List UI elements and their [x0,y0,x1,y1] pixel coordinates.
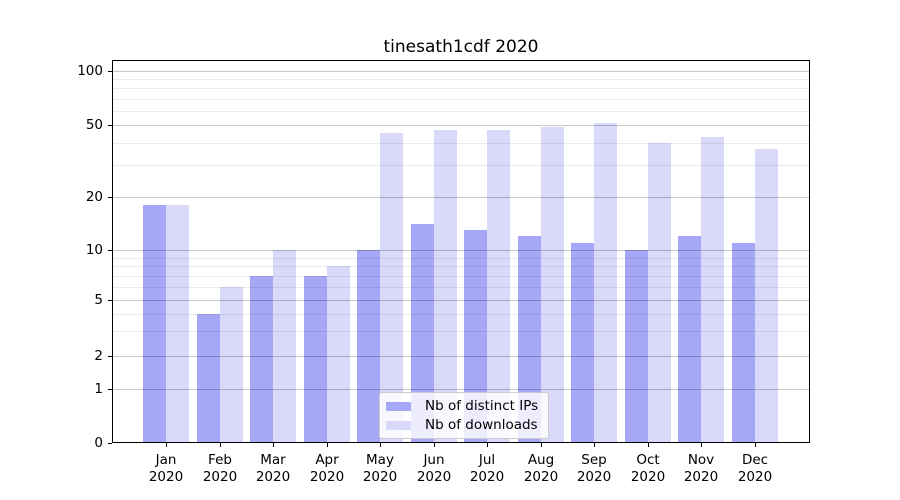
bar [731,243,755,442]
bar [143,205,166,442]
bar [166,205,189,442]
gridline [113,356,809,357]
legend: Nb of distinct IPs Nb of downloads [379,392,550,439]
gridline [113,111,809,112]
gridline [113,99,809,100]
x-tick-label: Nov 2020 [683,452,719,485]
bars-layer [113,61,809,442]
bar [517,236,541,442]
x-tick-label: Jan 2020 [148,452,184,485]
y-tick-mark [108,125,112,126]
x-tick-label: Oct 2020 [630,452,666,485]
bar [219,287,243,442]
x-tick-mark [434,443,435,447]
x-tick-label: Jun 2020 [416,452,452,485]
y-tick-mark [108,389,112,390]
x-tick-label: Dec 2020 [737,452,773,485]
x-tick-label: Mar 2020 [255,452,291,485]
gridline [113,71,809,72]
bar [273,250,296,442]
bar [303,276,327,442]
y-tick-mark [108,197,112,198]
gridline [113,276,809,277]
y-tick-label: 100 [77,63,103,79]
gridline [113,88,809,89]
legend-label-distinct-ips: Nb of distinct IPs [425,398,539,414]
bar [540,127,564,442]
y-tick-label: 1 [94,381,103,397]
plot-area [112,60,810,443]
bar [433,130,457,442]
x-tick-label: Jul 2020 [469,452,505,485]
x-tick-label: Apr 2020 [309,452,345,485]
grid-layer [113,61,809,442]
bar [571,243,594,442]
bar [380,133,403,442]
bar [594,123,617,442]
y-tick-mark [108,300,112,301]
gridline [113,287,809,288]
gridline [113,331,809,332]
bar [357,250,380,442]
x-tick-mark [701,443,702,447]
x-tick-label: May 2020 [362,452,398,485]
gridline [113,143,809,144]
bar [487,130,510,442]
bar [647,143,671,442]
bar [326,266,350,442]
gridline [113,79,809,80]
legend-swatch-downloads-icon [386,420,411,430]
x-tick-mark [487,443,488,447]
y-tick-label: 5 [94,292,103,308]
bar [410,224,434,442]
y-tick-mark [108,356,112,357]
x-tick-mark [220,443,221,447]
x-tick-mark [648,443,649,447]
gridline [113,125,809,126]
y-tick-label: 20 [85,189,103,205]
x-tick-mark [327,443,328,447]
gridline [113,165,809,166]
gridline [113,314,809,315]
bar [250,276,273,442]
gridline [113,197,809,198]
legend-item-distinct-ips: Nb of distinct IPs [386,398,538,414]
y-tick-mark [108,443,112,444]
bar [196,314,220,442]
bar [678,236,701,442]
bar [624,250,648,442]
y-tick-mark [108,71,112,72]
bar [464,230,487,442]
y-tick-label: 10 [85,242,103,258]
x-tick-label: Sep 2020 [576,452,612,485]
x-tick-label: Feb 2020 [202,452,238,485]
bar [701,137,724,442]
y-tick-label: 50 [85,117,103,133]
gridline [113,300,809,301]
legend-swatch-distinct-ips-icon [386,401,411,411]
legend-item-downloads: Nb of downloads [386,417,538,433]
x-tick-mark [380,443,381,447]
gridline [113,250,809,251]
gridline [113,258,809,259]
gridline [113,266,809,267]
x-tick-mark [755,443,756,447]
x-tick-label: Aug 2020 [523,452,559,485]
y-tick-mark [108,250,112,251]
x-tick-mark [541,443,542,447]
chart-title: tinesath1cdf 2020 [383,37,539,57]
gridline [113,389,809,390]
legend-label-downloads: Nb of downloads [425,417,538,433]
y-tick-label: 2 [94,348,103,364]
x-tick-mark [166,443,167,447]
y-tick-label: 0 [94,435,103,451]
bar [754,149,778,442]
x-tick-mark [273,443,274,447]
x-tick-mark [594,443,595,447]
